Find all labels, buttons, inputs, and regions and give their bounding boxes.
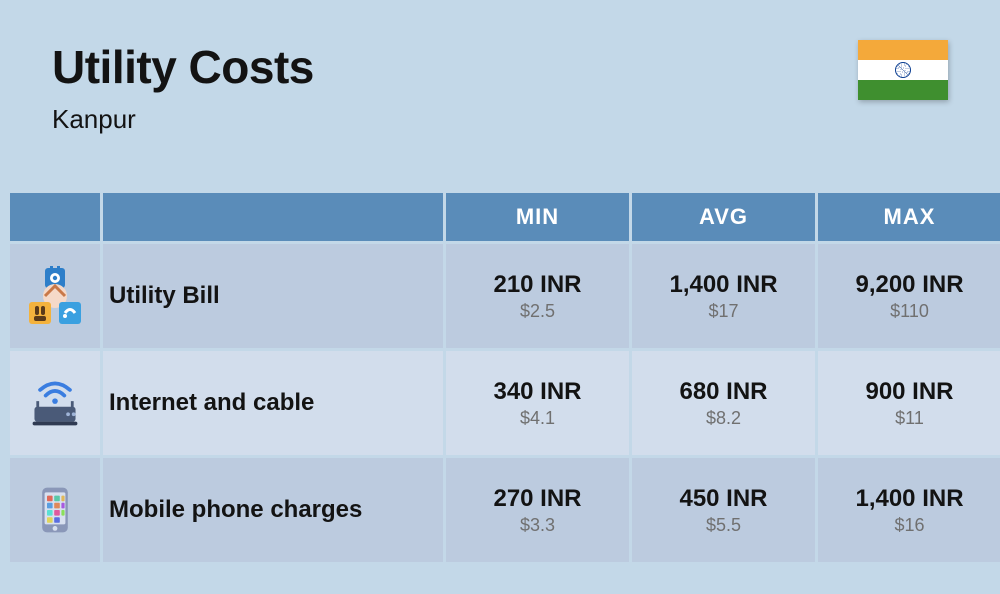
flag-stripe-mid	[858, 60, 948, 80]
header: Utility Costs Kanpur	[0, 0, 1000, 165]
cell-avg: 680 INR $8.2	[632, 351, 815, 455]
row-icon-cell	[10, 244, 100, 348]
table-header-spacer	[103, 193, 443, 241]
phone-icon	[25, 480, 85, 540]
cell-max: 900 INR $11	[818, 351, 1000, 455]
value-secondary: $2.5	[520, 301, 555, 322]
value-secondary: $110	[890, 301, 929, 322]
value-primary: 900 INR	[865, 378, 953, 406]
table-header-spacer	[10, 193, 100, 241]
table-row: Mobile phone charges 270 INR $3.3 450 IN…	[10, 458, 990, 562]
value-secondary: $8.2	[706, 408, 741, 429]
value-secondary: $16	[894, 515, 924, 536]
cell-avg: 450 INR $5.5	[632, 458, 815, 562]
value-primary: 270 INR	[493, 485, 581, 513]
costs-table: MIN AVG MAX	[10, 193, 990, 562]
value-primary: 680 INR	[679, 378, 767, 406]
row-label: Utility Bill	[103, 244, 443, 348]
value-secondary: $3.3	[520, 515, 555, 536]
value-secondary: $17	[708, 301, 738, 322]
page-subtitle: Kanpur	[52, 104, 314, 135]
cell-max: 9,200 INR $110	[818, 244, 1000, 348]
cell-avg: 1,400 INR $17	[632, 244, 815, 348]
col-header-max: MAX	[818, 193, 1000, 241]
value-secondary: $11	[895, 408, 924, 429]
table-row: Internet and cable 340 INR $4.1 680 INR …	[10, 351, 990, 455]
utility-icon	[25, 266, 85, 326]
flag-stripe-top	[858, 40, 948, 60]
flag-stripe-bot	[858, 80, 948, 100]
col-header-min: MIN	[446, 193, 629, 241]
page-title: Utility Costs	[52, 40, 314, 94]
ashoka-chakra-icon	[895, 62, 911, 78]
table-body: Utility Bill 210 INR $2.5 1,400 INR $17 …	[10, 244, 990, 562]
value-secondary: $4.1	[520, 408, 555, 429]
value-secondary: $5.5	[706, 515, 741, 536]
cell-min: 270 INR $3.3	[446, 458, 629, 562]
row-label: Internet and cable	[103, 351, 443, 455]
value-primary: 340 INR	[493, 378, 581, 406]
row-icon-cell	[10, 458, 100, 562]
table-header-row: MIN AVG MAX	[10, 193, 990, 241]
row-label: Mobile phone charges	[103, 458, 443, 562]
value-primary: 450 INR	[679, 485, 767, 513]
title-block: Utility Costs Kanpur	[52, 40, 314, 135]
cell-max: 1,400 INR $16	[818, 458, 1000, 562]
router-icon	[25, 373, 85, 433]
table-row: Utility Bill 210 INR $2.5 1,400 INR $17 …	[10, 244, 990, 348]
india-flag-icon	[858, 40, 948, 100]
value-primary: 1,400 INR	[855, 485, 963, 513]
cell-min: 340 INR $4.1	[446, 351, 629, 455]
col-header-avg: AVG	[632, 193, 815, 241]
value-primary: 9,200 INR	[855, 271, 963, 299]
cell-min: 210 INR $2.5	[446, 244, 629, 348]
value-primary: 210 INR	[493, 271, 581, 299]
value-primary: 1,400 INR	[669, 271, 777, 299]
row-icon-cell	[10, 351, 100, 455]
